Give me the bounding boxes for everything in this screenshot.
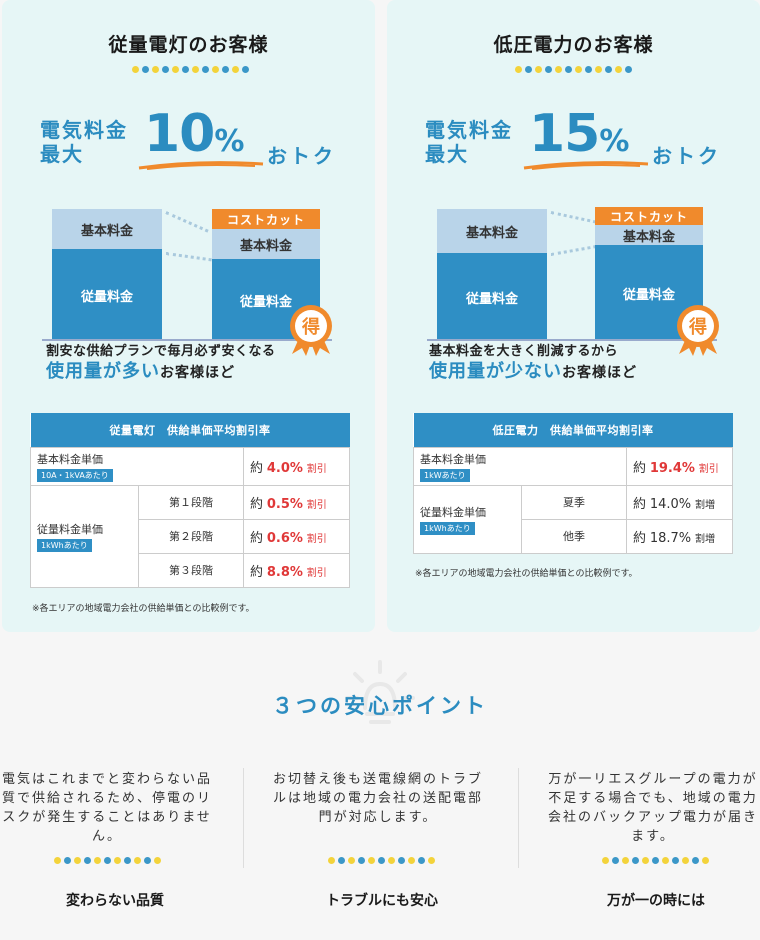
season-label: 夏季 [521, 484, 627, 520]
season-label: 他季 [521, 518, 627, 554]
tier-label: 第３段階 [138, 552, 244, 588]
tier-label: 第１段階 [138, 484, 244, 520]
card-juryo-dento: 従量電灯のお客様 電気料金 最大 10% おトク 基本料金 従量料金 コストカッ… [2, 0, 375, 632]
promo-suffix: おトク [652, 144, 721, 168]
comparison-bars: 基本料金 従量料金 コストカット 基本料金 従量料金 [2, 205, 375, 345]
point-text: お切替え後も送電線網のトラブルは地域の電力会社の送配電部門が対応します。 [273, 772, 484, 825]
point-label: 変わらない品質 [66, 893, 164, 909]
dotted-connector [550, 245, 597, 256]
table-row: 基本料金単価 1kWあたり 約 19.4% 割引 [413, 446, 733, 486]
point-text: 電気はこれまでと変わらない品質で供給されるため、停電のリスクが発生することはあり… [2, 772, 213, 844]
discount-table: 従量電灯 供給単価平均割引率 基本料金単価 10A・1kVAあたり 約 4.0% … [30, 413, 350, 588]
table-note: ※各エリアの地域電力会社の供給単価との比較例です。 [415, 569, 638, 579]
point-label: 万が一の時には [607, 893, 705, 909]
table-row: 第３段階 約 8.8% 割引 [31, 552, 350, 588]
promo-line2: 最大 [40, 142, 84, 166]
table-header: 従量電灯 供給単価平均割引率 [30, 413, 350, 447]
row-label: 基本料金単価 [37, 452, 103, 466]
promo-line2: 最大 [425, 142, 469, 166]
dot-divider [54, 857, 161, 864]
otoku-badge-icon: 得 [290, 305, 332, 356]
lightbulb-icon [345, 660, 415, 724]
baseline [42, 339, 332, 341]
table-row: 他季 約 18.7% 割増 [414, 518, 733, 554]
dotted-connector [165, 252, 212, 262]
caption-line2: 使用量が多いお客様ほど [46, 361, 235, 382]
card-title: 低圧電力のお客様 [493, 34, 654, 56]
promo-suffix: おトク [267, 144, 336, 168]
bar-before-base: 基本料金 [52, 209, 162, 249]
dot-divider [132, 66, 249, 73]
svg-text:得: 得 [688, 316, 707, 338]
table-row: 第２段階 約 0.6% 割引 [31, 518, 350, 554]
caption-line2: 使用量が少ないお客様ほど [429, 361, 637, 382]
promo-line1: 電気料金 [425, 118, 513, 142]
bar-cost-cut: コストカット [212, 209, 320, 229]
swoosh-underline-icon [523, 161, 649, 170]
dot-divider [515, 66, 632, 73]
promo-line1: 電気料金 [40, 118, 128, 142]
divider [518, 768, 519, 868]
tier-label: 第２段階 [138, 518, 244, 554]
svg-text:得: 得 [301, 316, 320, 338]
bar-before-meter: 従量料金 [437, 253, 547, 341]
bar-before-base: 基本料金 [437, 209, 547, 253]
bar-before-meter: 従量料金 [52, 249, 162, 341]
bar-after-base: 基本料金 [212, 229, 320, 259]
table-header: 低圧電力 供給単価平均割引率 [413, 413, 733, 447]
unit-tag: 10A・1kVAあたり [37, 468, 113, 482]
table-row: 従量料金単価 1kWhあたり 夏季 約 14.0% 割増 [413, 484, 733, 554]
swoosh-underline-icon [138, 161, 264, 170]
discount-table: 低圧電力 供給単価平均割引率 基本料金単価 1kWあたり 約 19.4% 割引 従… [413, 413, 733, 554]
promo-headline: 電気料金 最大 15% おトク [387, 104, 760, 172]
caption-line1: 割安な供給プランで毎月必ず安くなる [46, 344, 276, 359]
card-teiatsu: 低圧電力のお客様 電気料金 最大 15% おトク 基本料金 従量料金 コストカッ… [387, 0, 760, 632]
bar-after-base: 基本料金 [595, 225, 703, 245]
table-row: 基本料金単価 10A・1kVAあたり 約 4.0% 割引 [30, 446, 350, 486]
row-label: 基本料金単価 [420, 452, 486, 466]
caption-line1: 基本料金を大きく削減するから [429, 344, 619, 359]
row-label: 従量料金単価 [420, 505, 486, 519]
points-title: ３つの安心ポイント [272, 694, 488, 718]
dot-divider [602, 857, 709, 864]
row-label: 従量料金単価 [37, 522, 103, 536]
card-title: 従量電灯のお客様 [108, 34, 269, 56]
dot-divider [328, 857, 435, 864]
unit-tag: 1kWhあたり [37, 538, 92, 552]
unit-tag: 1kWhあたり [420, 521, 475, 535]
table-note: ※各エリアの地域電力会社の供給単価との比較例です。 [32, 604, 255, 614]
dotted-connector [165, 211, 209, 233]
promo-headline: 電気料金 最大 10% おトク [2, 104, 375, 172]
promo-percent: 15% [529, 104, 629, 164]
divider [243, 768, 244, 868]
table-row: 従量料金単価 1kWhあたり 第１段階 約 0.5% 割引 [30, 484, 350, 588]
unit-tag: 1kWあたり [420, 468, 470, 482]
dotted-connector [550, 211, 597, 224]
baseline [427, 339, 717, 341]
point-text: 万が一リエスグループの電力が不足する場合でも、地域の電力会社のバックアップ電力が… [548, 772, 759, 844]
point-label: トラブルにも安心 [326, 893, 438, 909]
bar-cost-cut: コストカット [595, 207, 703, 225]
promo-percent: 10% [144, 104, 244, 164]
otoku-badge-icon: 得 [677, 305, 719, 356]
